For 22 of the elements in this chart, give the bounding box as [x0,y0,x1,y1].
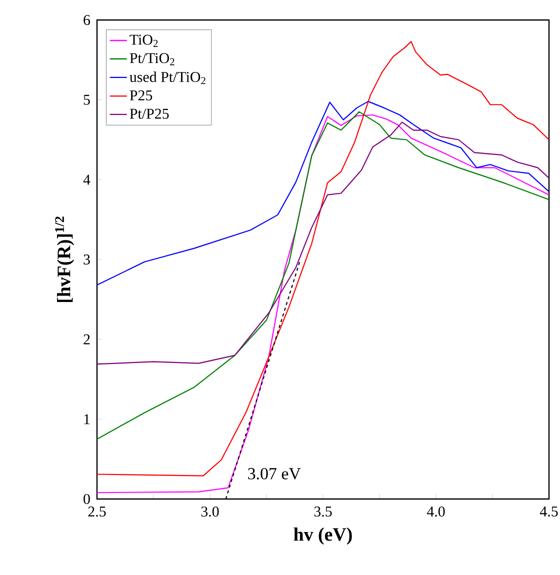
legend-label: TiO$_{2}$ [130,34,158,47]
legend-label: Pt/TiO$_{2}$ [130,53,174,66]
y-tick-label: 4 [83,174,90,185]
y-tick-label: 6 [84,14,90,26]
x-tick-label: 4.5 [540,506,558,517]
line-series [97,122,550,365]
line-series [97,100,550,286]
y-tick-label: 2 [84,334,90,344]
x-tick-label: 3.5 [314,506,332,517]
y-tick-label: 3 [84,254,90,265]
x-tick-label: 2.5 [88,506,106,517]
y-tick-label: 1 [84,414,90,424]
x-tick-label: 4.0 [426,506,445,517]
legend-label: used Pt/TiO$_{2}$ [130,72,206,84]
legend-label: Pt/P25 [130,108,169,119]
y-tick-label: 5 [84,94,90,105]
x-tick-label: 3.0 [201,506,219,517]
legend-label: P25 [130,90,152,100]
x-axis-title: hv (eV) [294,528,352,545]
y-tick-label: 0 [84,494,90,504]
y-axis-title: [hvF(R)]$^{1/2}$ [55,216,74,302]
annotation: 3.07 eV [248,468,301,480]
